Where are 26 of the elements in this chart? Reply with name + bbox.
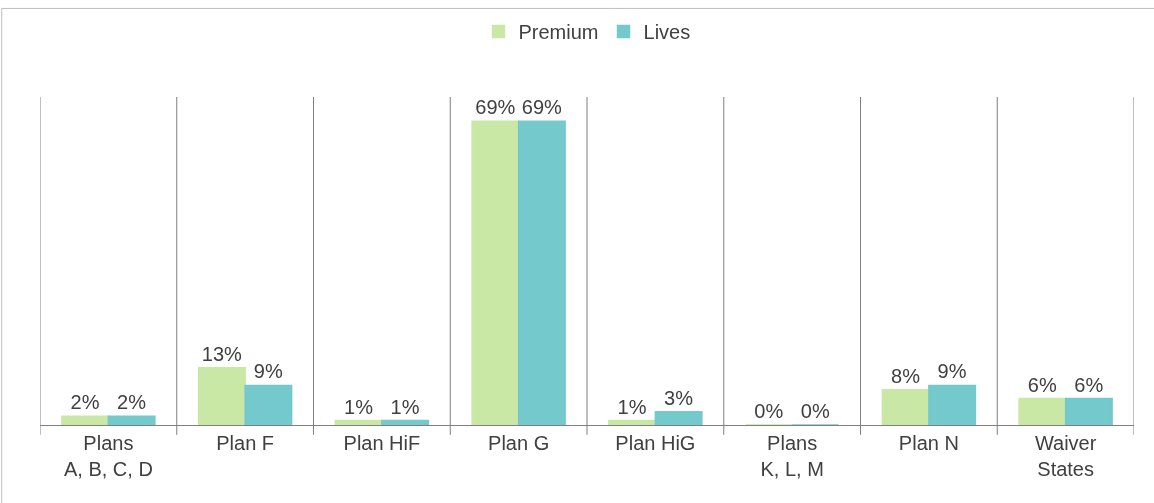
- data-label: 69%: [475, 96, 516, 119]
- data-label: 8%: [891, 364, 921, 387]
- x-tick-label: Plan F: [216, 432, 275, 454]
- data-label: 1%: [617, 395, 647, 418]
- data-label: 3%: [664, 386, 694, 409]
- x-tick-label: Plan HiF: [343, 432, 421, 454]
- x-tick-label: Plans K, L, M: [760, 432, 824, 480]
- data-label: 2%: [117, 391, 147, 414]
- x-tick-label: Plan G: [488, 432, 550, 454]
- x-tick-label: Plan N: [898, 432, 959, 454]
- legend-label: Premium: [518, 21, 599, 44]
- x-tick-label: Waiver States: [1034, 432, 1097, 480]
- data-label: 0%: [754, 400, 784, 422]
- data-label: 2%: [70, 391, 100, 414]
- data-label: 9%: [253, 360, 283, 383]
- data-label: 13%: [201, 342, 242, 365]
- data-label: 69%: [521, 96, 562, 119]
- x-tick-label: Plans A, B, C, D: [63, 432, 153, 480]
- data-label: 0%: [800, 400, 830, 422]
- data-label: 1%: [390, 395, 420, 418]
- x-tick-label: Plan HiG: [615, 432, 696, 454]
- data-label: 6%: [1074, 373, 1104, 396]
- legend-label: Lives: [643, 21, 691, 44]
- data-label: 1%: [344, 395, 374, 418]
- data-label: 9%: [937, 360, 967, 383]
- data-label: 6%: [1027, 373, 1057, 396]
